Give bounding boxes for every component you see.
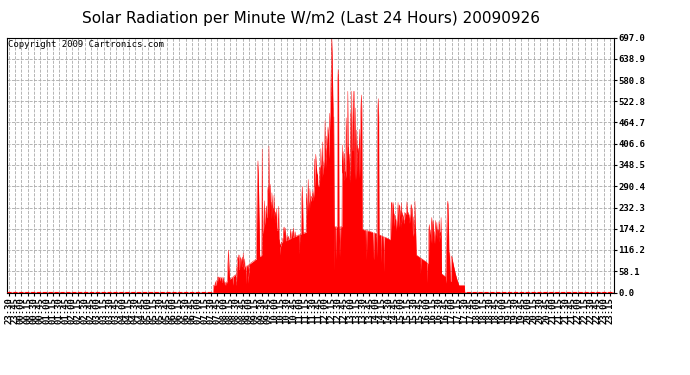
Text: Solar Radiation per Minute W/m2 (Last 24 Hours) 20090926: Solar Radiation per Minute W/m2 (Last 24… <box>81 11 540 26</box>
Text: Copyright 2009 Cartronics.com: Copyright 2009 Cartronics.com <box>8 40 164 49</box>
